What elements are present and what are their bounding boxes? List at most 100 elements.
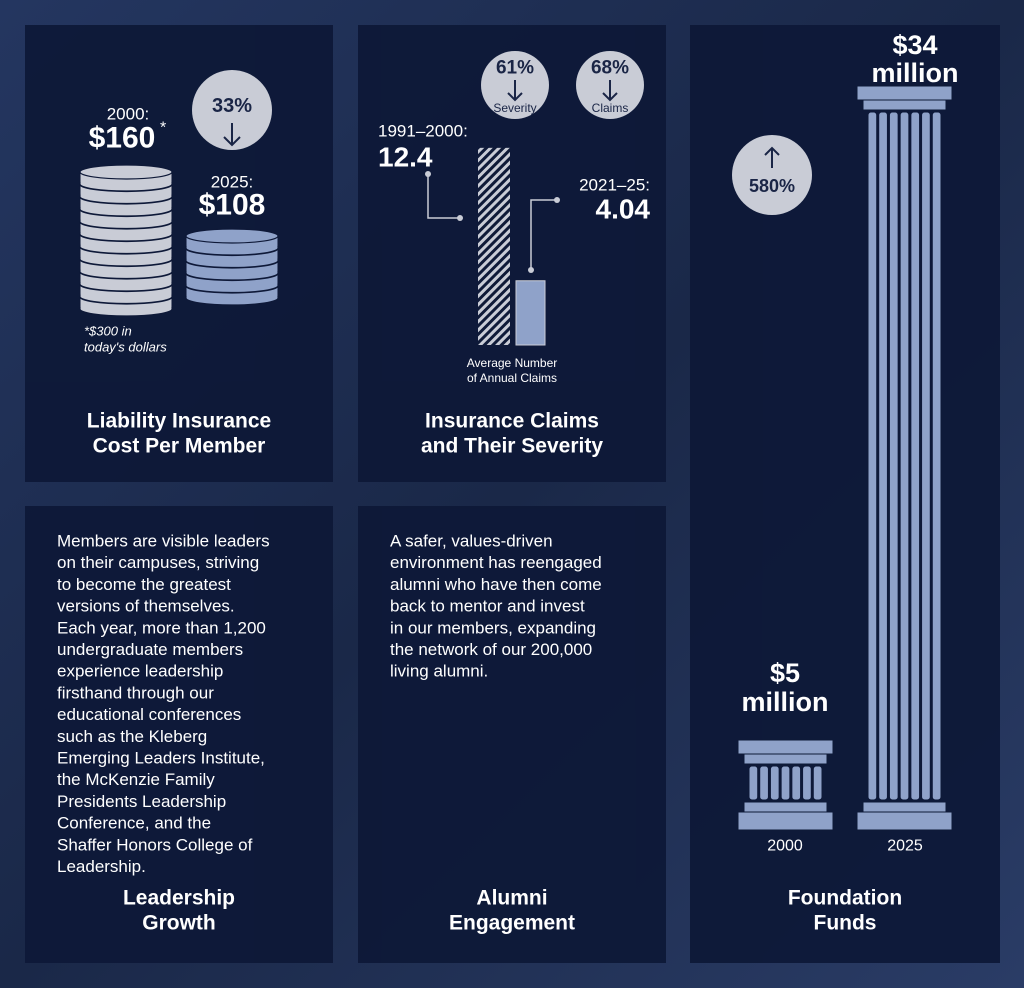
period-label: 2021–25: bbox=[579, 176, 650, 195]
panel-title: Leadership bbox=[123, 887, 235, 910]
panel bbox=[25, 506, 333, 963]
paragraph-line: Members are visible leaders bbox=[57, 532, 270, 551]
column-flute bbox=[759, 765, 769, 801]
amount: million bbox=[742, 687, 829, 717]
column-flute bbox=[931, 111, 942, 801]
leader-line bbox=[427, 174, 460, 219]
paragraph-line: Each year, more than 1,200 bbox=[57, 618, 266, 637]
column-base bbox=[743, 801, 828, 813]
badge-label: Claims bbox=[592, 101, 629, 115]
decoration bbox=[79, 85, 953, 831]
badge-value: 61% bbox=[496, 58, 534, 79]
asterisk: * bbox=[160, 120, 166, 137]
column-capital bbox=[856, 85, 953, 101]
column-capital bbox=[737, 739, 834, 755]
value: $108 bbox=[199, 189, 266, 222]
value: 4.04 bbox=[596, 194, 651, 225]
panel-title: Funds bbox=[814, 912, 877, 935]
paragraph-line: A safer, values-driven bbox=[390, 532, 553, 551]
period-label: 1991–2000: bbox=[378, 122, 468, 141]
badge bbox=[732, 135, 812, 215]
bar bbox=[515, 280, 546, 346]
panel-title: Foundation bbox=[788, 887, 902, 910]
paragraph-line: in our members, expanding bbox=[390, 618, 596, 637]
column-flute bbox=[748, 765, 759, 801]
coin-top bbox=[79, 164, 173, 180]
panel bbox=[25, 25, 333, 482]
axis-caption: Average Number bbox=[467, 356, 558, 370]
column-flute bbox=[921, 111, 931, 801]
arrows bbox=[223, 80, 780, 168]
panels bbox=[25, 25, 1000, 963]
column-flute bbox=[791, 765, 802, 801]
value: 12.4 bbox=[378, 142, 433, 173]
leader-line bbox=[530, 199, 557, 270]
paragraph-line: experience leadership bbox=[57, 662, 223, 681]
paragraph-line: living alumni. bbox=[390, 662, 488, 681]
badge-value: 580% bbox=[749, 176, 795, 196]
leader-lines bbox=[427, 174, 557, 270]
panel-title: and Their Severity bbox=[421, 435, 603, 458]
up-arrow bbox=[764, 146, 780, 168]
down-arrow bbox=[602, 80, 618, 102]
panel-title: Cost Per Member bbox=[93, 435, 266, 458]
paragraph-line: such as the Kleberg bbox=[57, 727, 207, 746]
badge-label: Severity bbox=[493, 101, 536, 115]
amount: $5 bbox=[770, 658, 800, 688]
column-base bbox=[862, 801, 947, 813]
paragraph-line: alumni who have then come bbox=[390, 575, 602, 594]
column-flute bbox=[878, 111, 888, 801]
badge bbox=[192, 70, 272, 150]
column-capital bbox=[743, 753, 828, 765]
dot bbox=[528, 267, 534, 273]
bar bbox=[478, 147, 510, 345]
coin-top bbox=[185, 228, 279, 244]
paragraph-line: the network of our 200,000 bbox=[390, 640, 592, 659]
dot bbox=[554, 197, 560, 203]
panel-title: Insurance Claims bbox=[425, 410, 599, 433]
paragraph-line: Emerging Leaders Institute, bbox=[57, 749, 265, 768]
paragraph-line: to become the greatest bbox=[57, 575, 231, 594]
paragraph-line: versions of themselves. bbox=[57, 597, 235, 616]
column-flute bbox=[769, 765, 780, 801]
dot bbox=[457, 215, 463, 221]
down-arrow bbox=[507, 80, 523, 102]
badge-value: 68% bbox=[591, 58, 629, 79]
column-flute bbox=[780, 765, 791, 801]
year-label: 2000 bbox=[767, 838, 803, 855]
amount: $34 bbox=[892, 30, 937, 60]
paragraph-line: Shaffer Honors College of bbox=[57, 835, 253, 854]
column-base bbox=[737, 811, 834, 831]
column-flute bbox=[802, 765, 812, 801]
paragraph-line: firsthand through our bbox=[57, 683, 214, 702]
panel-title: Liability Insurance bbox=[87, 410, 271, 433]
column-flute bbox=[899, 111, 910, 801]
value: $160 bbox=[89, 122, 156, 155]
panel bbox=[358, 506, 666, 963]
panel-title: Engagement bbox=[449, 912, 575, 935]
footnote: today's dollars bbox=[84, 340, 167, 355]
amount: million bbox=[872, 58, 959, 88]
axis-caption: of Annual Claims bbox=[467, 371, 557, 385]
paragraph-line: Conference, and the bbox=[57, 814, 211, 833]
column-flute bbox=[867, 111, 878, 801]
panel-title: Growth bbox=[142, 912, 216, 935]
paragraph-line: back to mentor and invest bbox=[390, 597, 585, 616]
footnote: *$300 in bbox=[84, 324, 132, 339]
panel-title: Alumni bbox=[476, 887, 547, 910]
badge-value: 33% bbox=[212, 95, 252, 117]
column-flute bbox=[888, 111, 899, 801]
paragraph-line: the McKenzie Family bbox=[57, 770, 215, 789]
down-arrow bbox=[223, 123, 241, 147]
paragraph-line: Leadership. bbox=[57, 857, 146, 876]
paragraph-line: undergraduate members bbox=[57, 640, 243, 659]
year-label: 2000: bbox=[107, 105, 150, 124]
dot bbox=[425, 171, 431, 177]
column-flute bbox=[812, 765, 823, 801]
column-capital bbox=[862, 99, 947, 111]
paragraph-line: Presidents Leadership bbox=[57, 792, 226, 811]
column-flute bbox=[910, 111, 921, 801]
leader-dots bbox=[425, 171, 560, 273]
